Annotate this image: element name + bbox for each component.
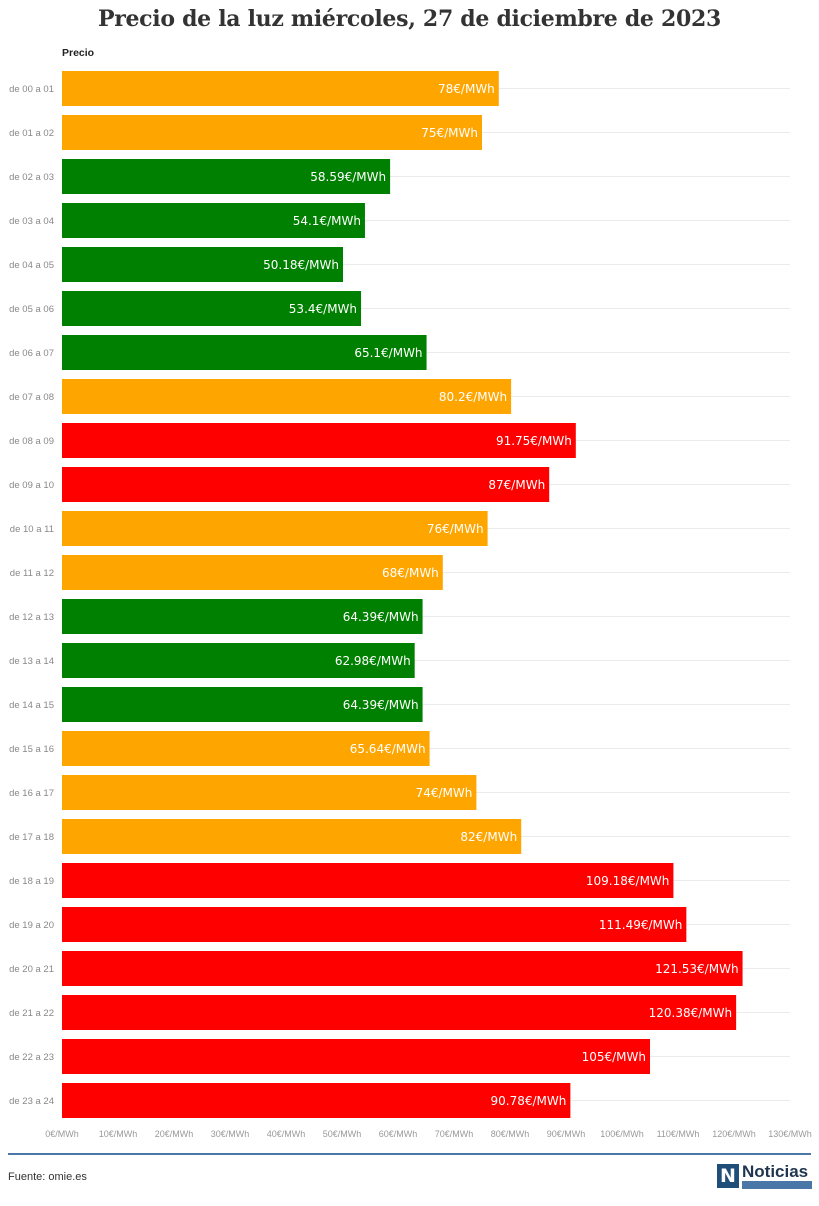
category-label: de 04 a 05 [9,260,54,271]
logo-sub: TRABAJO [769,1199,810,1206]
category-label: de 06 a 07 [9,348,54,359]
data-label: 65.1€/MWh [354,346,422,360]
data-label: 58.59€/MWh [310,170,386,184]
bar [62,115,482,150]
bar [62,467,550,502]
chart-title: Precio de la luz miércoles, 27 de diciem… [97,6,722,32]
data-label: 64.39€/MWh [343,610,419,624]
category-label: de 10 a 11 [10,524,54,535]
data-label: 76€/MWh [427,522,484,536]
bar [62,731,430,766]
data-label: 68€/MWh [382,566,439,580]
data-label: 109.18€/MWh [586,874,670,888]
footer-divider [8,1153,811,1155]
x-tick-label: 70€/MWh [435,1129,474,1139]
bar [62,291,362,326]
x-tick-label: 10€/MWh [99,1129,138,1139]
bar [62,643,415,678]
data-label: 78€/MWh [438,82,495,96]
category-label: de 22 a 23 [9,1052,54,1063]
bar [62,863,674,898]
bar [62,907,687,942]
bar [62,1039,650,1074]
logo-strip: TRABAJO [742,1181,812,1206]
data-label: 87€/MWh [488,478,545,492]
bar [62,687,423,722]
category-label: de 09 a 10 [9,480,54,491]
bar [62,555,443,590]
x-tick-label: 30€/MWh [211,1129,250,1139]
data-label: 74€/MWh [416,786,473,800]
bar [62,203,365,238]
x-tick-label: 20€/MWh [155,1129,194,1139]
data-label: 91.75€/MWh [496,434,572,448]
category-label: de 03 a 04 [9,216,54,227]
category-label: de 11 a 12 [10,568,54,579]
bar [62,247,344,282]
data-label: 62.98€/MWh [335,654,411,668]
bar [62,159,391,194]
bar [62,775,477,810]
x-tick-label: 50€/MWh [323,1129,362,1139]
category-label: de 19 a 20 [9,920,54,931]
category-label: de 14 a 15 [9,700,54,711]
category-label: de 01 a 02 [9,128,54,139]
x-tick-label: 90€/MWh [547,1129,586,1139]
data-label: 120.38€/MWh [649,1006,733,1020]
data-label: 65.64€/MWh [350,742,426,756]
bar [62,819,522,854]
data-label: 80.2€/MWh [439,390,507,404]
category-label: de 08 a 09 [9,436,54,447]
x-tick-label: 110€/MWh [657,1129,700,1139]
data-label: 53.4€/MWh [289,302,357,316]
legend-title: Precio [62,47,95,59]
data-label: 75€/MWh [421,126,478,140]
logo-word: Noticias [742,1162,809,1181]
bar [62,423,576,458]
category-label: de 07 a 08 [9,392,54,403]
data-label: 64.39€/MWh [343,698,419,712]
category-label: de 23 a 24 [9,1096,54,1107]
category-label: de 21 a 22 [9,1008,54,1019]
data-label: 105€/MWh [582,1050,646,1064]
bar [62,335,427,370]
logo-n-icon: N [717,1164,739,1188]
category-label: de 12 a 13 [9,612,54,623]
data-label: 50.18€/MWh [263,258,339,272]
x-tick-label: 120€/MWh [712,1129,756,1139]
category-label: de 02 a 03 [9,172,54,183]
category-label: de 05 a 06 [9,304,54,315]
bar [62,995,737,1030]
brand-logo: N Noticias TRABAJO [717,1162,813,1206]
data-label: 82€/MWh [460,830,517,844]
source-text: Fuente: omie.es [8,1171,87,1183]
bar [62,951,743,986]
bar [62,599,423,634]
bar [62,1083,571,1118]
data-label: 111.49€/MWh [599,918,683,932]
x-tick-label: 40€/MWh [267,1129,306,1139]
bar [62,511,488,546]
data-label: 121.53€/MWh [655,962,739,976]
category-label: de 18 a 19 [9,876,54,887]
category-label: de 13 a 14 [9,656,54,667]
data-label: 54.1€/MWh [293,214,361,228]
category-label: de 00 a 01 [9,84,54,95]
x-tick-label: 80€/MWh [491,1129,530,1139]
x-tick-label: 130€/MWh [768,1129,812,1139]
category-label: de 16 a 17 [9,788,54,799]
category-label: de 17 a 18 [9,832,54,843]
category-label: de 15 a 16 [9,744,54,755]
x-tick-label: 60€/MWh [379,1129,418,1139]
x-tick-label: 0€/MWh [45,1129,79,1139]
bar [62,379,512,414]
data-label: 90.78€/MWh [491,1094,567,1108]
x-tick-label: 100€/MWh [600,1129,644,1139]
bar-chart: de 00 a 01 78€/MWh de 01 a 02 75€/MWh de 02 … [9,71,812,1139]
category-label: de 20 a 21 [9,964,54,975]
bar [62,71,499,106]
